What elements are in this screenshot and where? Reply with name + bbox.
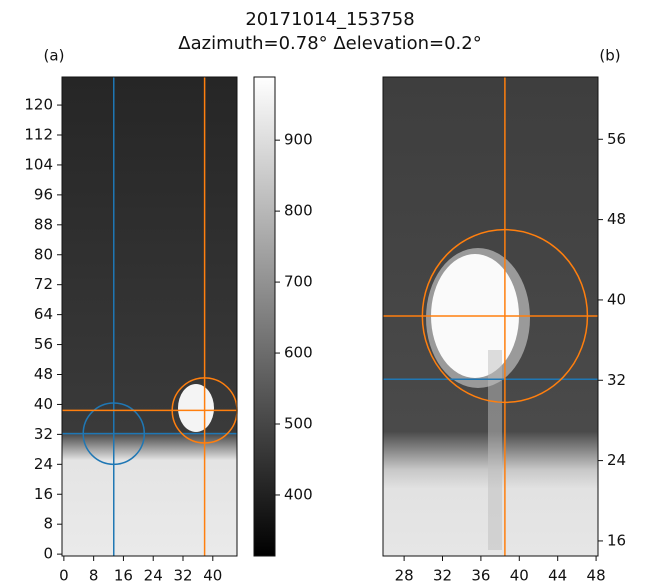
y-tick-label: 0 [43, 545, 53, 563]
title: 20171014_153758 [245, 9, 414, 30]
image-a [62, 77, 237, 556]
axes-frame [382, 76, 599, 557]
y-tick-label: 40 [607, 290, 626, 308]
panel-label: (b) [599, 47, 620, 65]
y-tick-label: 40 [34, 395, 53, 413]
x-tick-label: 48 [587, 567, 606, 585]
x-tick-label: 40 [510, 567, 529, 585]
x-tick-label: 0 [59, 567, 69, 585]
colorbar-tick-label: 800 [284, 202, 313, 220]
y-tick-label: 56 [34, 335, 53, 353]
title: Δazimuth=0.78° Δelevation=0.2° [178, 33, 481, 54]
y-tick-label: 16 [34, 485, 53, 503]
y-tick-label: 64 [34, 305, 53, 323]
y-tick-label: 16 [607, 531, 626, 549]
axes-frame [61, 76, 238, 557]
y-tick-label: 48 [34, 365, 53, 383]
x-tick-label: 36 [471, 567, 490, 585]
y-tick-label: 120 [24, 96, 53, 114]
colorbar-tick-label: 700 [284, 273, 313, 291]
y-tick-label: 56 [607, 130, 626, 148]
colorbar [253, 76, 276, 557]
y-tick-label: 24 [607, 451, 626, 469]
x-tick-label: 32 [433, 567, 452, 585]
x-tick-label: 32 [173, 567, 192, 585]
marker-circle [421, 228, 589, 404]
marker-circle [82, 402, 146, 466]
colorbar-tick-label: 400 [284, 485, 313, 503]
colorbar-tick-label: 600 [284, 344, 313, 362]
y-tick-label: 72 [34, 275, 53, 293]
y-tick-label: 48 [607, 210, 626, 228]
y-tick-label: 32 [34, 425, 53, 443]
y-tick-label: 88 [34, 215, 53, 233]
x-tick-label: 28 [395, 567, 414, 585]
x-tick-label: 44 [548, 567, 567, 585]
y-tick-label: 8 [43, 515, 53, 533]
colorbar-tick-label: 500 [284, 415, 313, 433]
colorbar-tick-label: 900 [284, 131, 313, 149]
y-tick-label: 32 [607, 371, 626, 389]
x-tick-label: 8 [89, 567, 99, 585]
y-tick-label: 96 [34, 185, 53, 203]
y-tick-label: 24 [34, 455, 53, 473]
x-tick-label: 16 [114, 567, 133, 585]
y-tick-label: 112 [24, 126, 53, 144]
y-tick-label: 104 [24, 155, 53, 173]
y-tick-label: 80 [34, 245, 53, 263]
panel-label: (a) [44, 47, 65, 65]
x-tick-label: 24 [144, 567, 163, 585]
x-tick-label: 40 [203, 567, 222, 585]
